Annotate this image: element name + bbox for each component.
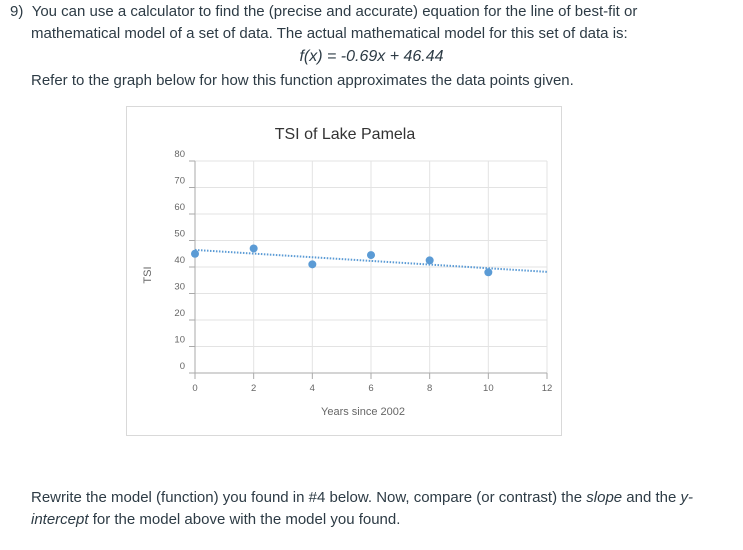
data-point [249, 244, 258, 253]
y-axis-title: TSI [142, 266, 154, 283]
data-points [191, 244, 493, 277]
data-point [484, 268, 493, 277]
x-tick-label: 0 [192, 383, 197, 394]
chart-title: TSI of Lake Pamela [275, 126, 416, 143]
footer-text-1a: Rewrite the model (function) you found i… [31, 489, 587, 506]
chart-gridlines [195, 160, 548, 373]
footer-intercept-word: intercept [31, 511, 89, 528]
x-tick-label: 10 [483, 383, 494, 394]
x-tick-label: 12 [542, 383, 553, 394]
footer-text-1b: and the [622, 489, 681, 506]
footer-y-word: y- [680, 489, 694, 506]
y-tick-label: 40 [174, 255, 185, 266]
data-point [425, 256, 434, 265]
y-tick-label: 30 [174, 282, 185, 293]
y-tick-label: 20 [174, 308, 185, 319]
question-line-1: 9) You can use a calculator to find the … [10, 2, 637, 22]
y-tick-label: 70 [174, 176, 185, 187]
data-point [308, 260, 317, 269]
footer-line-2: intercept for the model above with the m… [31, 510, 400, 530]
y-tick-label: 60 [174, 202, 185, 213]
y-tick-label: 50 [174, 229, 185, 240]
question-text-3: Refer to the graph below for how this fu… [31, 72, 574, 89]
chart-axes [189, 160, 548, 379]
data-point [191, 249, 199, 258]
x-tick-label: 2 [251, 383, 256, 394]
y-tick-label: 80 [174, 149, 185, 160]
tsi-chart: TSI of Lake Pamela 0 10 20 30 40 50 60 70 80 0 2 4… [142, 126, 552, 418]
x-tick-label: 8 [427, 383, 432, 394]
y-tick-label: 10 [174, 335, 185, 346]
y-tick-label: 0 [180, 361, 185, 372]
footer-slope-word: slope [586, 489, 623, 506]
x-tick-label: 4 [310, 383, 315, 394]
footer-line-1: Rewrite the model (function) you found i… [31, 488, 693, 508]
question-text-1: You can use a calculator to find the (pr… [31, 3, 638, 20]
chart-container: TSI of Lake Pamela 0 10 20 30 40 50 60 70 80 0 2 4… [126, 106, 562, 436]
footer-text-2b: for the model above with the model you f… [88, 511, 401, 528]
x-tick-labels: 0 2 4 6 8 10 12 [192, 383, 552, 394]
model-formula: f(x) = -0.69x + 46.44 [299, 48, 444, 65]
data-point [367, 251, 375, 260]
x-tick-label: 6 [368, 383, 373, 394]
question-number: 9) [10, 3, 24, 20]
y-tick-labels: 0 10 20 30 40 50 60 70 80 [174, 149, 185, 372]
question-text-2: mathematical model of a set of data. The… [31, 25, 628, 42]
x-axis-title: Years since 2002 [321, 406, 405, 418]
